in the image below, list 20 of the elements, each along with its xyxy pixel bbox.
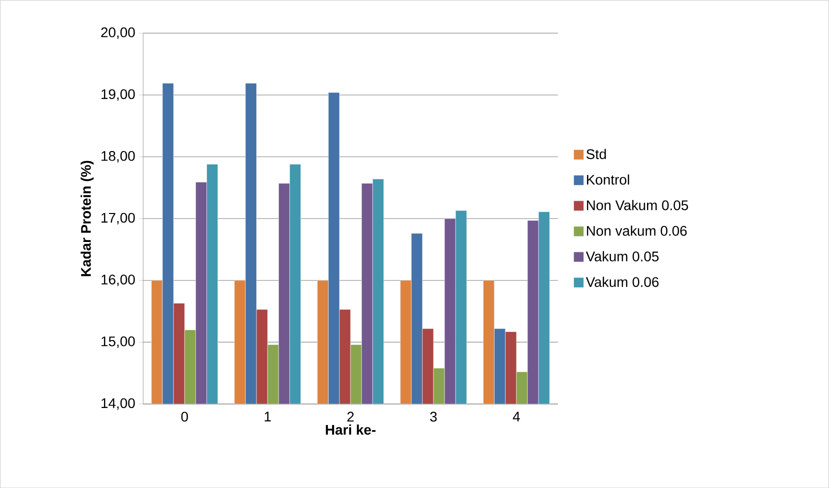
x-tick-label: 2 — [347, 412, 354, 422]
x-tick-label: 4 — [512, 412, 520, 422]
x-tick-label: 1 — [264, 412, 271, 422]
legend-label: Non Vakum 0.05 — [586, 200, 688, 210]
y-tick-label: 17,00 — [102, 212, 135, 224]
legend-label: Kontrol — [586, 174, 630, 185]
legend-label: Std — [586, 148, 606, 160]
x-tick-label: 0 — [181, 412, 188, 422]
y-tick-label: 19,00 — [102, 89, 135, 101]
x-axis-title: Hari ke- — [326, 424, 376, 435]
y-tick-label: 16,00 — [102, 274, 135, 286]
y-tick-label: 14,00 — [102, 398, 135, 410]
legend-label: Non vakum 0.06 — [586, 226, 687, 236]
y-axis-title: Kadar Protein (%) — [80, 160, 94, 276]
y-tick-label: 18,00 — [102, 150, 135, 162]
x-tick-label: 3 — [430, 412, 437, 422]
legend-label: Vakum 0.05 — [586, 251, 659, 262]
y-tick-label: 20,00 — [101, 27, 135, 39]
y-tick-label: 15,00 — [102, 336, 135, 348]
legend-label: Vakum 0.06 — [586, 276, 659, 287]
